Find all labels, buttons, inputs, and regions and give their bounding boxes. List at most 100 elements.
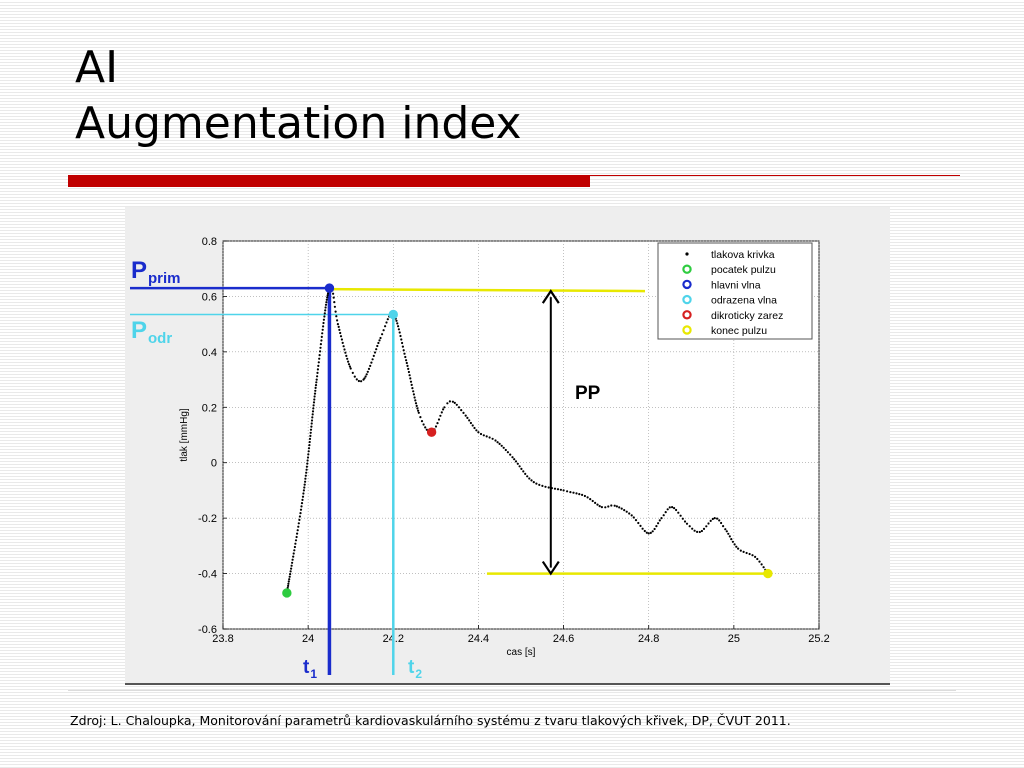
curve-sample-dot bbox=[436, 422, 439, 425]
curve-sample-dot bbox=[748, 552, 751, 556]
x-tick-label: 25 bbox=[728, 633, 740, 645]
curve-sample-dot bbox=[620, 507, 623, 510]
curve-sample-dot bbox=[323, 315, 326, 318]
curve-sample-dot bbox=[406, 364, 409, 367]
curve-sample-dot bbox=[322, 321, 325, 325]
curve-sample-dot bbox=[300, 502, 304, 505]
curve-sample-dot bbox=[488, 436, 491, 439]
legend-symbol-circle bbox=[682, 325, 692, 335]
curve-sample-dot bbox=[342, 345, 345, 348]
curve-sample-dot bbox=[402, 349, 405, 352]
curve-sample-dot bbox=[347, 360, 350, 363]
legend-symbol-circle bbox=[682, 310, 692, 320]
curve-sample-dot bbox=[385, 321, 388, 324]
curve-sample-dot bbox=[307, 450, 310, 453]
curve-sample-dot bbox=[333, 305, 336, 308]
curve-sample-dot bbox=[598, 505, 601, 508]
curve-sample-dot bbox=[443, 406, 446, 409]
curve-sample-dot bbox=[376, 344, 379, 348]
curve-sample-dot bbox=[658, 519, 661, 522]
curve-sample-dot bbox=[324, 303, 328, 306]
curve-sample-dot bbox=[696, 530, 699, 533]
curve-sample-dot bbox=[466, 416, 469, 419]
t1-subscript: 1 bbox=[310, 667, 317, 681]
curve-sample-dot bbox=[623, 509, 626, 512]
legend-label: hlavni vlna bbox=[711, 279, 761, 291]
curve-sample-dot bbox=[618, 506, 621, 509]
curve-sample-dot bbox=[297, 525, 300, 528]
curve-sample-dot bbox=[373, 351, 377, 354]
t2-subscript: 2 bbox=[415, 667, 422, 681]
curve-sample-dot bbox=[440, 411, 443, 414]
y-axis-ticks: 0.8 0.6 0.4 0.2 0 -0.2 -0.4 -0.6 bbox=[198, 236, 227, 636]
curve-sample-dot bbox=[630, 514, 633, 517]
curve-sample-dot bbox=[513, 458, 516, 461]
curve-sample-dot bbox=[442, 408, 445, 411]
curve-sample-dot bbox=[409, 377, 412, 380]
curve-sample-dot bbox=[309, 431, 312, 434]
curve-sample-dot bbox=[637, 521, 640, 525]
legend-label: dikroticky zarez bbox=[711, 310, 783, 322]
curve-sample-dot bbox=[323, 312, 326, 315]
curve-sample-dot bbox=[372, 354, 375, 357]
curve-sample-dot bbox=[287, 580, 290, 583]
curve-sample-dot bbox=[318, 354, 321, 357]
curve-sample-dot bbox=[522, 470, 525, 473]
curve-sample-dot bbox=[303, 483, 306, 486]
curve-sample-dot bbox=[455, 403, 458, 406]
curve-sample-dot bbox=[562, 489, 565, 492]
curve-sample-dot bbox=[532, 481, 535, 484]
curve-sample-dot bbox=[511, 456, 514, 459]
curve-sample-dot bbox=[292, 552, 295, 555]
curve-sample-dot bbox=[308, 437, 312, 440]
curve-sample-dot bbox=[657, 522, 660, 525]
curve-sample-dot bbox=[641, 527, 644, 530]
curve-sample-dot bbox=[409, 380, 413, 383]
p-odr-annotation: Podr bbox=[131, 317, 172, 347]
curve-sample-dot bbox=[317, 361, 320, 364]
curve-sample-dot bbox=[386, 318, 389, 321]
y-tick-label: -0.6 bbox=[198, 624, 217, 636]
curve-sample-dot bbox=[504, 448, 507, 452]
y-tick-label: -0.4 bbox=[198, 569, 217, 581]
curve-sample-dot bbox=[735, 545, 738, 548]
curve-sample-dot bbox=[415, 404, 418, 407]
curve-sample-dot bbox=[343, 348, 346, 351]
curve-sample-dot bbox=[288, 575, 291, 578]
curve-sample-dot bbox=[408, 374, 411, 377]
curve-sample-dot bbox=[313, 392, 317, 395]
curve-sample-dot bbox=[675, 508, 678, 512]
curve-sample-dot bbox=[468, 419, 471, 422]
curve-sample-dot bbox=[728, 535, 731, 538]
curve-sample-dot bbox=[347, 363, 351, 366]
curve-sample-dot bbox=[412, 390, 415, 393]
curve-sample-dot bbox=[655, 525, 658, 528]
curve-sample-dot bbox=[305, 465, 308, 468]
curve-sample-dot bbox=[309, 434, 312, 437]
curve-sample-dot bbox=[338, 328, 341, 331]
curve-sample-dot bbox=[336, 323, 339, 326]
curve-sample-dot bbox=[713, 517, 716, 520]
curve-sample-dot bbox=[469, 421, 472, 425]
curve-sample-dot bbox=[346, 357, 349, 360]
curve-sample-dot bbox=[422, 423, 425, 426]
curve-sample-dot bbox=[413, 396, 416, 399]
curve-sample-dot bbox=[437, 418, 441, 421]
curve-sample-dot bbox=[520, 467, 523, 470]
curve-sample-dot bbox=[405, 361, 408, 365]
curve-sample-dot bbox=[742, 550, 745, 553]
curve-sample-dot bbox=[462, 411, 465, 414]
curve-sample-dot bbox=[371, 358, 374, 361]
curve-sample-dot bbox=[645, 531, 648, 534]
curve-sample-dot bbox=[293, 545, 296, 549]
curve-sample-dot bbox=[379, 336, 382, 340]
curve-sample-dot bbox=[366, 370, 369, 373]
curve-sample-dot bbox=[556, 488, 560, 491]
curve-sample-dot bbox=[475, 429, 478, 432]
curve-sample-dot bbox=[345, 354, 348, 357]
curve-sample-dot bbox=[671, 506, 674, 509]
curve-sample-dot bbox=[500, 444, 503, 447]
curve-sample-dot bbox=[305, 468, 308, 471]
curve-sample-dot bbox=[363, 377, 366, 380]
